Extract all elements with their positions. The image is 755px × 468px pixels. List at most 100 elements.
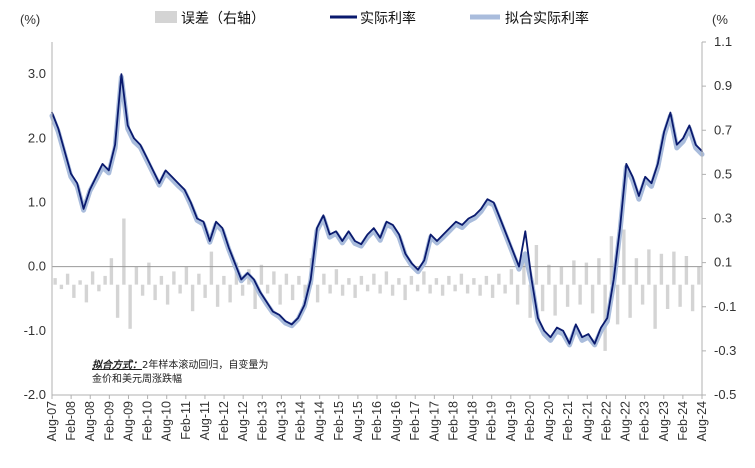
error-bar [184,267,189,285]
x-tick-label: Aug-15 [351,401,365,441]
error-bar [322,273,326,285]
x-tick-label: Aug-08 [83,401,97,441]
error-bar [240,284,245,296]
error-bar [365,284,370,292]
error-bar [390,284,395,296]
method-note: 拟合方式：2年样本滚动回归，自变量为 金价和美元周涨跌幅 [92,358,268,385]
error-bar [403,284,407,301]
x-tick-label: Aug-17 [427,401,441,441]
x-tick-label: Feb-16 [370,401,384,441]
error-bar [359,275,364,285]
right-tick-label: -0.3 [714,343,736,358]
error-bar [59,284,64,290]
error-bar [603,284,607,351]
right-tick-label: 0.5 [714,166,732,181]
error-bar [53,278,57,285]
error-bar [278,284,282,305]
error-bar [122,218,126,285]
error-bar [609,236,614,285]
error-bar [584,262,589,285]
error-bar [165,284,170,305]
error-bar [328,284,332,294]
error-bar [172,271,176,285]
error-bar [140,284,145,296]
svg-text:拟合方式：2年样本滚动回归，自变量为: 拟合方式：2年样本滚动回归，自变量为 [92,358,268,371]
error-bar [272,271,276,285]
error-bar [190,284,195,312]
error-bar [634,258,639,285]
error-bar [684,256,689,285]
right-tick-label: 0.3 [714,211,732,226]
x-tick-label: Feb-14 [294,401,308,441]
left-tick-label: 0.0 [28,259,46,274]
error-bar [440,284,445,296]
error-bar [290,284,295,301]
error-bar [697,267,701,285]
error-bar [553,284,557,316]
error-bar [459,273,464,285]
legend: 误差（右轴） 实际利率 拟合实际利率 [155,10,589,27]
x-tick-label: Feb-24 [676,401,690,441]
error-bar [284,273,289,285]
x-tick-label: Aug-22 [619,401,633,441]
error-bar [540,284,545,312]
x-tick-label: Aug-18 [466,401,480,441]
error-bar [484,275,489,285]
error-bar [497,273,501,285]
x-tick-label: Feb-17 [408,401,422,441]
legend-swatch-error [155,11,177,23]
error-bar [422,271,426,285]
error-bar [559,267,564,285]
x-axis-ticks: Aug-07 Feb-08 Aug-08 Feb-09 Aug-09 Feb-10 Aug-… [45,395,709,441]
error-bar [297,275,301,285]
error-bar [578,284,582,305]
error-bar [465,284,470,294]
error-bar [434,278,439,285]
error-bar [590,284,595,314]
error-bar [515,284,520,305]
right-tick-label: 0.1 [714,255,732,270]
error-bar [522,258,526,285]
error-bar [347,278,351,285]
error-bar [215,284,220,307]
x-tick-label: Feb-23 [638,401,652,441]
error-bar [72,284,76,298]
x-tick-label: Feb-20 [523,401,537,441]
x-tick-label: Aug-14 [313,401,327,441]
x-tick-label: Aug-20 [542,401,556,441]
error-bar [97,284,101,292]
x-tick-label: Feb-18 [446,401,460,441]
error-bar [509,269,514,285]
error-bar [472,278,476,285]
x-tick-label: Feb-12 [217,401,231,441]
error-bar [197,273,201,285]
error-bar [384,271,389,285]
error-bar [597,258,601,285]
error-bar [678,284,682,307]
x-tick-label: Feb-19 [485,401,499,441]
error-bar [65,273,70,285]
left-tick-label: 3.0 [28,66,46,81]
series-line-real-rate [51,73,703,345]
error-bar [134,267,139,285]
error-bar [672,251,676,285]
legend-item-fitted-rate: 拟合实际利率 [470,10,589,27]
legend-label-real-rate: 实际利率 [360,10,416,27]
x-tick-label: Aug-09 [121,401,135,441]
error-bar [565,284,570,307]
x-tick-label: Feb-21 [561,401,575,441]
right-tick-label: -0.5 [714,387,736,402]
right-tick-label: 0.7 [714,122,732,137]
legend-item-real-rate: 实际利率 [330,10,416,27]
error-bar [690,284,695,312]
error-bar [253,284,257,309]
error-bar [78,280,82,285]
right-tick-label: 1.1 [714,34,732,49]
note-title: 拟合方式： [92,359,142,371]
error-bar [447,275,451,285]
x-tick-label: Feb-10 [141,401,155,441]
error-bar [534,245,539,285]
error-bar [615,284,620,325]
error-bar [453,284,457,292]
